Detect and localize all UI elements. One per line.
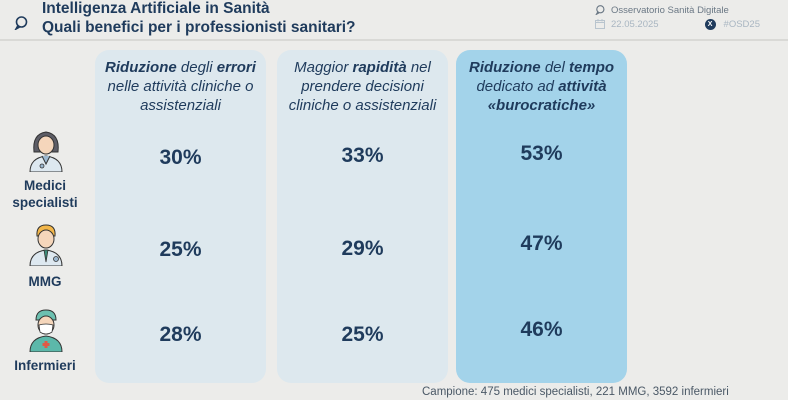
hashtag-link[interactable]: #OSD25 — [723, 18, 760, 30]
heading-emphasis: attività «burocratiche» — [487, 78, 607, 114]
column-bureaucracy-time: Riduzione del tempo dedicato ad attività… — [456, 50, 627, 383]
title-line-2: Quali benefici per i professionisti sani… — [42, 19, 356, 36]
title-line-1: Intelligenza Artificiale in Sanità — [42, 0, 270, 17]
x-icon[interactable]: X — [704, 18, 716, 30]
heading-emphasis: errori — [216, 59, 256, 76]
value-cell: 25% — [159, 238, 202, 261]
male-doctor-icon — [29, 224, 63, 266]
column-heading: Riduzione del tempo dedicato ad attività… — [456, 58, 627, 115]
header: Intelligenza Artificiale in Sanità Quali… — [0, 0, 788, 41]
row-label-medici-specialisti: Medici specialisti — [12, 178, 78, 210]
heading-text: dedicato ad — [476, 78, 559, 95]
chat-bubble-icon — [14, 16, 28, 30]
value-cell: 29% — [341, 237, 384, 260]
heading-text: nel prendere decisioni cliniche o assist… — [288, 59, 437, 114]
source-name: Osservatorio Sanità Digitale — [611, 4, 729, 16]
value-cell: 28% — [159, 323, 202, 346]
female-doctor-icon — [29, 131, 63, 172]
heading-emphasis: Riduzione — [105, 59, 177, 76]
value-cell: 46% — [520, 318, 563, 341]
heading-text: Maggior — [294, 59, 353, 76]
column-error-reduction: Riduzione degli errori nelle attività cl… — [95, 50, 266, 383]
value-cell: 30% — [159, 146, 202, 169]
page-title: Intelligenza Artificiale in Sanità Quali… — [42, 0, 356, 37]
column-heading: Riduzione degli errori nelle attività cl… — [95, 58, 266, 115]
column-heading: Maggior rapidità nel prendere decisioni … — [277, 58, 448, 115]
heading-text: degli — [176, 59, 217, 76]
header-meta: Osservatorio Sanità Digitale 22.05.2025 … — [595, 3, 760, 31]
heading-text: nelle attività cliniche o assistenziali — [107, 78, 254, 114]
calendar-icon — [595, 19, 605, 29]
row-label-infermieri: Infermieri — [14, 358, 76, 373]
nurse-icon — [29, 309, 63, 352]
value-cell: 53% — [520, 142, 563, 165]
heading-emphasis: rapidità — [352, 59, 407, 76]
chat-bubble-icon — [595, 5, 605, 15]
date-text: 22.05.2025 — [611, 18, 659, 30]
heading-emphasis: Riduzione — [468, 59, 541, 76]
heading-emphasis: tempo — [569, 59, 615, 76]
value-cell: 25% — [341, 323, 384, 346]
value-cell: 33% — [341, 144, 384, 167]
heading-text: del — [540, 59, 570, 76]
column-faster-decisions: Maggior rapidità nel prendere decisioni … — [277, 50, 448, 383]
value-cell: 47% — [520, 232, 563, 255]
row-label-mmg: MMG — [28, 274, 62, 289]
sample-note: Campione: 475 medici specialisti, 221 MM… — [422, 386, 729, 398]
